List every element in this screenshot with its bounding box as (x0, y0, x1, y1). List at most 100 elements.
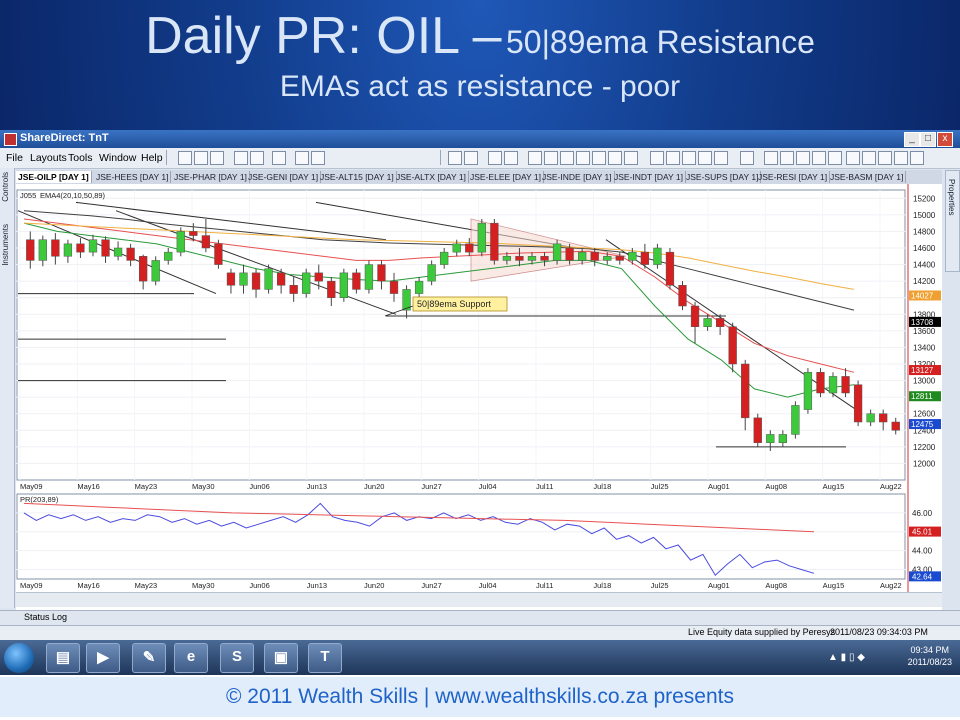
window-titlebar[interactable]: ShareDirect: TnT _ □ x (0, 130, 960, 148)
tab-jse-alt15[interactable]: JSE-ALT15 [DAY 1] (318, 171, 397, 183)
taskbar-app[interactable]: ✎ (132, 643, 166, 673)
bar-chart-icon[interactable] (448, 151, 462, 165)
filter-icon[interactable] (878, 151, 892, 165)
tab-jse-phar[interactable]: JSE-PHAR [DAY 1] (172, 171, 250, 183)
x-tick-label: Jul11 (536, 482, 553, 491)
chart-pane[interactable]: 1520015000148001460014400142001400013800… (16, 184, 942, 610)
candle-body (339, 272, 348, 298)
line-chart-icon[interactable] (464, 151, 478, 165)
drawing-icon[interactable] (560, 151, 574, 165)
brush-icon[interactable] (862, 151, 876, 165)
menu-layouts[interactable]: Layouts (30, 152, 67, 164)
leaf-icon[interactable] (608, 151, 622, 165)
new-layout-icon[interactable] (178, 151, 192, 165)
candle-body (490, 222, 499, 261)
tab-jse-oilp[interactable]: JSE-OILP [DAY 1] (16, 171, 92, 183)
sidebar-tab-controls[interactable]: Controls (1, 172, 10, 202)
candle-body (151, 260, 160, 282)
taskbar-ie[interactable]: e (174, 643, 208, 673)
menu-help[interactable]: Help (141, 152, 163, 164)
footer-band (0, 677, 960, 717)
pr-tag-label: 46.00 (912, 509, 933, 518)
grid-icon[interactable] (528, 151, 542, 165)
search-icon[interactable] (272, 151, 286, 165)
tab-jse-altx[interactable]: JSE-ALTX [DAY 1] (394, 171, 469, 183)
alert-icon[interactable] (828, 151, 842, 165)
taskbar-explorer[interactable]: ▤ (46, 643, 80, 673)
taskbar-media[interactable]: ▶ (86, 643, 120, 673)
tab-jse-inde[interactable]: JSE-INDE [DAY 1] (540, 171, 615, 183)
tag-icon[interactable] (698, 151, 712, 165)
annotation-pointer (384, 305, 414, 317)
slide-subtitle: EMAs act as resistance - poor (279, 70, 681, 103)
maximize-button[interactable]: □ (920, 132, 936, 147)
calendar-icon[interactable] (650, 151, 664, 165)
taskbar-sharedirect[interactable]: T (308, 643, 342, 673)
status-log-bar: Status Log (0, 610, 960, 625)
menu-tools[interactable]: Tools (68, 152, 93, 164)
candle-body (816, 372, 825, 394)
footer-text: © 2011 Wealth Skills | www.wealthskills.… (225, 685, 735, 708)
tab-jse-geni[interactable]: JSE-GENI [DAY 1] (246, 171, 322, 183)
trendline (605, 239, 857, 410)
taskbar-skype[interactable]: S (220, 643, 254, 673)
tab-jse-hees[interactable]: JSE-HEES [DAY 1] (94, 171, 172, 183)
crosshair-icon[interactable] (624, 151, 638, 165)
diamond-icon[interactable] (592, 151, 606, 165)
tile-icon[interactable] (234, 151, 248, 165)
x-tick-label: Aug22 (880, 581, 902, 590)
open-layout-icon[interactable] (194, 151, 208, 165)
tab-jse-basm[interactable]: JSE-BASM [DAY 1] (828, 171, 907, 183)
indicator-icon[interactable] (544, 151, 558, 165)
y-tick-label: 14200 (913, 277, 936, 286)
signal-icon[interactable] (812, 151, 826, 165)
settings-icon[interactable] (295, 151, 309, 165)
y-tick-label: 13200 (913, 360, 936, 369)
candle-body (578, 251, 587, 261)
gear-icon[interactable] (311, 151, 325, 165)
trend-icon[interactable] (764, 151, 778, 165)
start-button[interactable] (4, 643, 34, 673)
y-tick-label: 15000 (913, 211, 936, 220)
candle-body (866, 413, 875, 423)
skype-icon: S (231, 648, 242, 665)
puzzle-icon[interactable] (894, 151, 908, 165)
ruler-icon[interactable] (682, 151, 696, 165)
zoom-icon[interactable] (504, 151, 518, 165)
taskbar-clock[interactable]: 09:34 PM 2011/08/23 (908, 644, 952, 668)
page-icon[interactable] (740, 151, 754, 165)
data-supplier-text: Live Equity data supplied by Peresys (688, 627, 836, 637)
clock-icon[interactable] (910, 151, 924, 165)
scan-icon[interactable] (780, 151, 794, 165)
pencil-icon[interactable] (576, 151, 590, 165)
status-log-label[interactable]: Status Log (24, 612, 68, 622)
sidebar-tab-properties[interactable]: Properties (945, 170, 960, 272)
check-icon[interactable] (714, 151, 728, 165)
cascade-icon[interactable] (250, 151, 264, 165)
candle-body (164, 251, 173, 261)
minimize-button[interactable]: _ (904, 132, 920, 147)
taskbar-document[interactable]: ▣ (264, 643, 298, 673)
tab-jse-sups[interactable]: JSE-SUPS [DAY 1] (684, 171, 762, 183)
tab-jse-elee[interactable]: JSE-ELEE [DAY 1] (468, 171, 545, 183)
save-layout-icon[interactable] (210, 151, 224, 165)
chart-up-icon[interactable] (846, 151, 860, 165)
tab-jse-indt[interactable]: JSE-INDT [DAY 1] (612, 171, 686, 183)
candle-body (728, 326, 737, 365)
candle-body (76, 243, 85, 253)
chart-svg[interactable]: 1520015000148001460014400142001400013800… (16, 184, 942, 592)
candle-body (377, 264, 386, 282)
wave-icon[interactable] (796, 151, 810, 165)
candle-chart-icon[interactable] (488, 151, 502, 165)
menu-window[interactable]: Window (99, 152, 137, 164)
chart-scrollbar[interactable] (16, 592, 942, 607)
candle-body (251, 272, 261, 290)
menu-file[interactable]: File (6, 152, 23, 164)
close-button[interactable]: x (937, 132, 953, 147)
sidebar-tab-instruments[interactable]: Instruments (1, 224, 10, 266)
calculator-icon[interactable] (666, 151, 680, 165)
candle-body (603, 256, 612, 261)
system-tray[interactable]: ▲ ▮ ▯ ◆ (828, 652, 865, 663)
statusbar: Live Equity data supplied by Peresys 201… (0, 625, 960, 640)
tab-jse-resi[interactable]: JSE-RESI [DAY 1] (756, 171, 831, 183)
